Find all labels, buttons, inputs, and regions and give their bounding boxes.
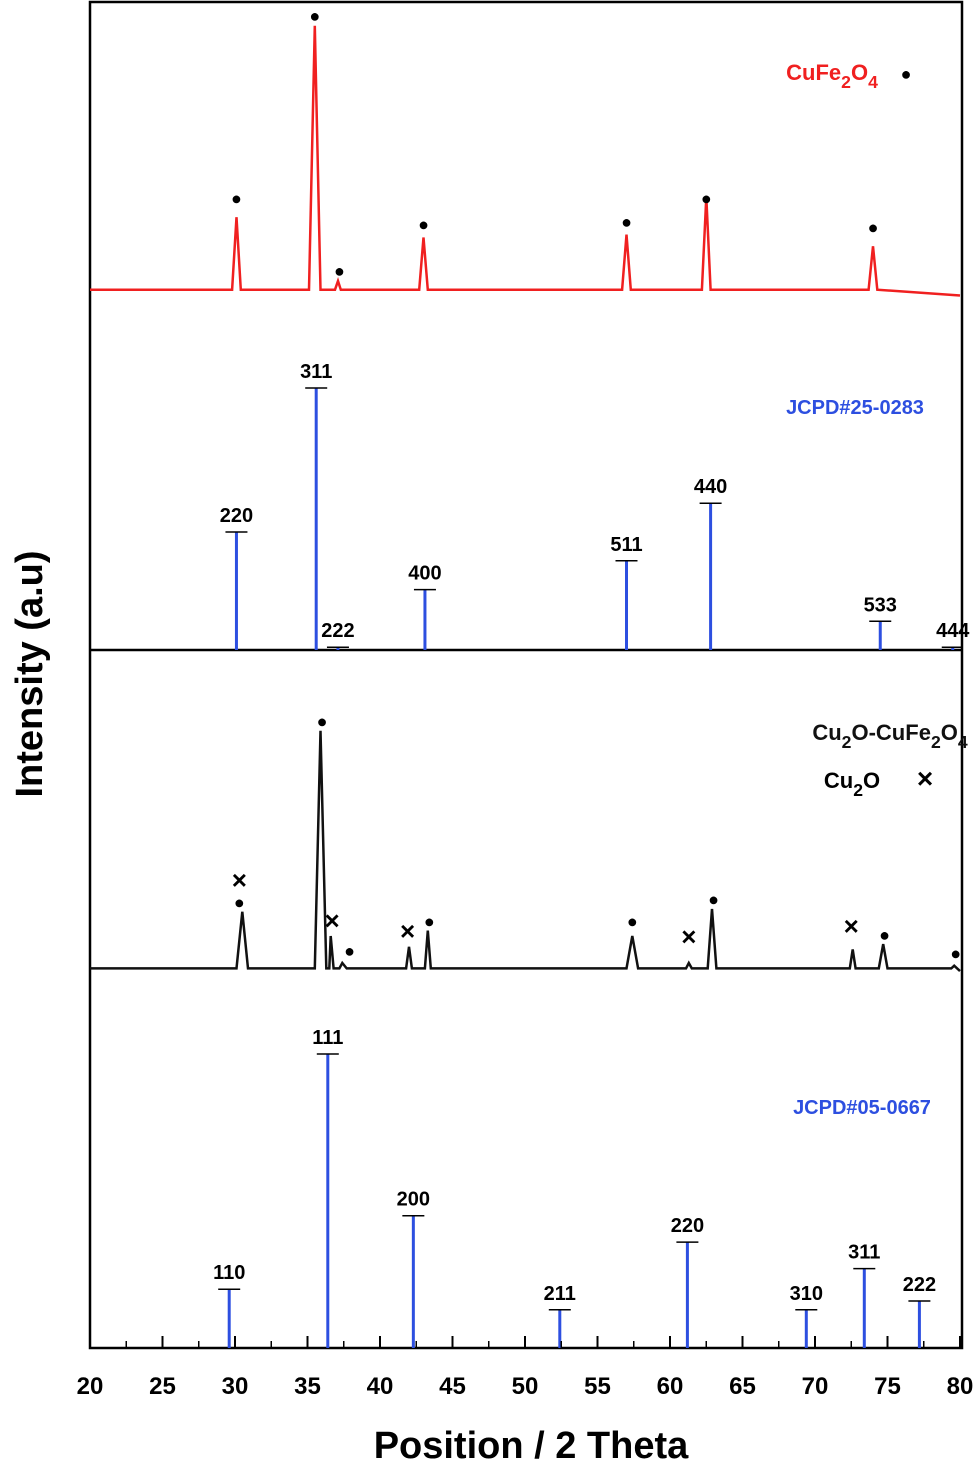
hkl-label: 440 [694, 476, 727, 498]
reference-label: JCPD#25-0283 [786, 397, 924, 419]
x-tick-label: 25 [149, 1373, 176, 1400]
x-tick-label: 60 [657, 1373, 684, 1400]
hkl-label: 222 [903, 1274, 936, 1296]
hkl-label: 511 [610, 534, 642, 556]
peak-marker: ● [231, 189, 242, 209]
plot-layer: ● ● ● ● ● ● ● CuFe2O4 ● Intensity (a.u) 220 311 222 4… [9, 6, 973, 1467]
peak-marker: ● [621, 212, 632, 232]
x-tick-label: 65 [729, 1373, 756, 1400]
legend-label: Cu2O [824, 768, 880, 800]
x-tick-label: 55 [584, 1373, 611, 1400]
hkl-label: 111 [312, 1027, 343, 1049]
x-tick-label: 30 [222, 1373, 249, 1400]
peak-marker: ● [418, 215, 429, 235]
series-label: Cu2O-CuFe2O4 [812, 720, 968, 752]
hkl-label: 110 [213, 1262, 245, 1284]
panel: ●●●● ●●●●×× × × × [90, 711, 961, 973]
x-tick-label: 75 [874, 1373, 901, 1400]
hkl-label: 311 [848, 1242, 880, 1264]
hkl-label: 220 [220, 505, 253, 527]
x-tick-label: 35 [294, 1373, 321, 1400]
hkl-label: 311 [300, 361, 332, 383]
hkl-label: 533 [864, 594, 897, 616]
hkl-label: 220 [671, 1215, 704, 1237]
peak-marker: ● [424, 911, 435, 931]
pattern-line [90, 730, 961, 973]
x-tick-label: 50 [512, 1373, 539, 1400]
pattern-line [90, 25, 961, 297]
peak-marker: ● [344, 941, 355, 961]
legend-symbol: × [917, 763, 933, 794]
x-tick-label: 20 [77, 1373, 104, 1400]
peak-marker: × [400, 916, 415, 946]
peak-marker: ● [868, 218, 879, 238]
x-axis-title: Position / 2 Theta [374, 1425, 689, 1467]
peak-marker: ● [879, 925, 890, 945]
x-tick-label: 70 [802, 1373, 829, 1400]
panel [225, 387, 962, 650]
peak-marker: ● [950, 944, 961, 964]
peak-marker: ● [309, 6, 320, 26]
x-tick-label: 40 [367, 1373, 394, 1400]
peak-marker: × [232, 865, 247, 895]
hkl-label: 400 [408, 563, 441, 585]
legend-symbol: ● [901, 64, 912, 84]
peak-marker: ● [708, 890, 719, 910]
peak-marker: ● [234, 892, 245, 912]
peak-marker: ● [334, 261, 345, 281]
x-tick-label: 80 [947, 1373, 974, 1400]
reference-label: JCPD#05-0667 [793, 1097, 931, 1119]
peak-marker: ● [701, 189, 712, 209]
peak-marker: × [681, 922, 696, 952]
peak-marker: ● [627, 911, 638, 931]
x-tick-label: 45 [439, 1373, 466, 1400]
peak-marker: × [325, 905, 340, 935]
panel: ● ● ● ● ● ● ● [90, 6, 961, 297]
hkl-label: 200 [397, 1189, 430, 1211]
peak-marker: × [844, 911, 859, 941]
series-label: CuFe2O4 [786, 60, 878, 92]
peak-marker: ● [317, 711, 328, 731]
panel [218, 1053, 931, 1348]
plot-frame [88, 0, 964, 1350]
hkl-label: 444 [936, 620, 970, 642]
hkl-label: 222 [321, 620, 354, 642]
hkl-label: 310 [790, 1283, 823, 1305]
hkl-label: 211 [544, 1283, 576, 1305]
y-axis-title: Intensity (a.u) [9, 550, 51, 797]
